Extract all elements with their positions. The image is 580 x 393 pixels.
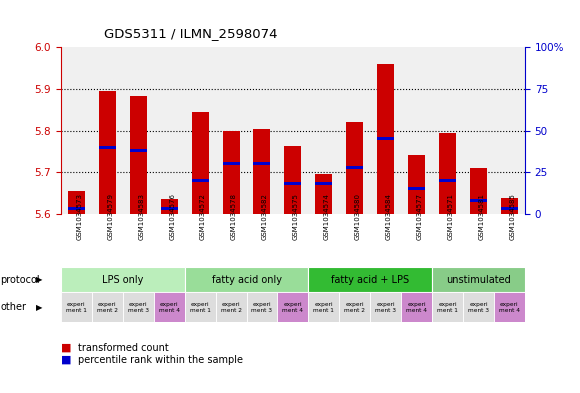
Text: GSM1034579: GSM1034579: [107, 193, 113, 240]
Text: ■: ■: [61, 343, 71, 353]
Text: GSM1034581: GSM1034581: [478, 193, 484, 240]
Bar: [92, 292, 123, 322]
Text: percentile rank within the sample: percentile rank within the sample: [78, 354, 243, 365]
Bar: [284, 182, 302, 185]
Bar: [470, 199, 487, 202]
Bar: [470, 168, 487, 214]
Bar: [68, 191, 85, 214]
Bar: [401, 292, 432, 322]
Text: GSM1034573: GSM1034573: [77, 193, 82, 240]
Text: LPS only: LPS only: [102, 275, 143, 285]
Text: unstimulated: unstimulated: [446, 275, 511, 285]
Text: GSM1034583: GSM1034583: [138, 193, 144, 240]
Bar: [61, 268, 184, 292]
Bar: [253, 129, 270, 214]
Text: experi
ment 1: experi ment 1: [313, 302, 334, 313]
Bar: [161, 199, 177, 214]
Text: GSM1034571: GSM1034571: [448, 193, 454, 240]
Text: experi
ment 3: experi ment 3: [375, 302, 396, 313]
Bar: [68, 208, 85, 210]
Text: experi
ment 1: experi ment 1: [437, 302, 458, 313]
Text: GDS5311 / ILMN_2598074: GDS5311 / ILMN_2598074: [104, 28, 278, 40]
Bar: [494, 292, 525, 322]
Bar: [246, 292, 277, 322]
Bar: [309, 268, 432, 292]
Bar: [501, 198, 518, 214]
Bar: [191, 179, 209, 182]
Bar: [184, 292, 216, 322]
Bar: [432, 292, 463, 322]
Text: GSM1034585: GSM1034585: [509, 193, 516, 240]
Bar: [501, 208, 518, 210]
Text: ▶: ▶: [36, 303, 43, 312]
Text: experi
ment 2: experi ment 2: [220, 302, 241, 313]
Bar: [408, 187, 425, 190]
Bar: [253, 162, 270, 165]
Text: fatty acid + LPS: fatty acid + LPS: [331, 275, 409, 285]
Text: experi
ment 4: experi ment 4: [159, 302, 180, 313]
Bar: [370, 292, 401, 322]
Bar: [161, 208, 177, 210]
Text: GSM1034580: GSM1034580: [355, 193, 361, 240]
Bar: [439, 179, 456, 182]
Text: GSM1034584: GSM1034584: [386, 193, 392, 240]
Text: experi
ment 3: experi ment 3: [252, 302, 273, 313]
Text: GSM1034574: GSM1034574: [324, 193, 330, 240]
Text: ■: ■: [61, 354, 71, 365]
Text: other: other: [1, 302, 27, 312]
Bar: [61, 292, 92, 322]
Bar: [408, 155, 425, 214]
Bar: [346, 166, 363, 169]
Bar: [346, 122, 363, 214]
Text: transformed count: transformed count: [78, 343, 169, 353]
Text: experi
ment 4: experi ment 4: [499, 302, 520, 313]
Bar: [223, 130, 240, 214]
Bar: [463, 292, 494, 322]
Bar: [130, 96, 147, 214]
Text: experi
ment 2: experi ment 2: [97, 302, 118, 313]
Text: GSM1034576: GSM1034576: [169, 193, 175, 240]
Text: experi
ment 1: experi ment 1: [190, 302, 211, 313]
Text: GSM1034577: GSM1034577: [416, 193, 423, 240]
Bar: [216, 292, 246, 322]
Text: fatty acid only: fatty acid only: [212, 275, 281, 285]
Bar: [439, 134, 456, 214]
Text: experi
ment 4: experi ment 4: [406, 302, 427, 313]
Bar: [316, 174, 332, 214]
Bar: [316, 182, 332, 185]
Text: experi
ment 4: experi ment 4: [282, 302, 303, 313]
Bar: [99, 146, 116, 149]
Bar: [191, 112, 209, 214]
Text: ▶: ▶: [36, 275, 43, 285]
Text: GSM1034572: GSM1034572: [200, 193, 206, 240]
Bar: [284, 146, 302, 214]
Bar: [339, 292, 370, 322]
Text: GSM1034578: GSM1034578: [231, 193, 237, 240]
Text: experi
ment 1: experi ment 1: [66, 302, 87, 313]
Bar: [184, 268, 309, 292]
Bar: [99, 91, 116, 214]
Bar: [432, 268, 525, 292]
Bar: [223, 162, 240, 165]
Text: experi
ment 2: experi ment 2: [345, 302, 365, 313]
Text: GSM1034575: GSM1034575: [293, 193, 299, 240]
Text: experi
ment 3: experi ment 3: [128, 302, 148, 313]
Text: GSM1034582: GSM1034582: [262, 193, 268, 240]
Text: protocol: protocol: [1, 275, 40, 285]
Bar: [377, 64, 394, 214]
Text: experi
ment 3: experi ment 3: [468, 302, 489, 313]
Bar: [277, 292, 309, 322]
Bar: [377, 138, 394, 140]
Bar: [309, 292, 339, 322]
Bar: [130, 149, 147, 152]
Bar: [154, 292, 184, 322]
Bar: [123, 292, 154, 322]
